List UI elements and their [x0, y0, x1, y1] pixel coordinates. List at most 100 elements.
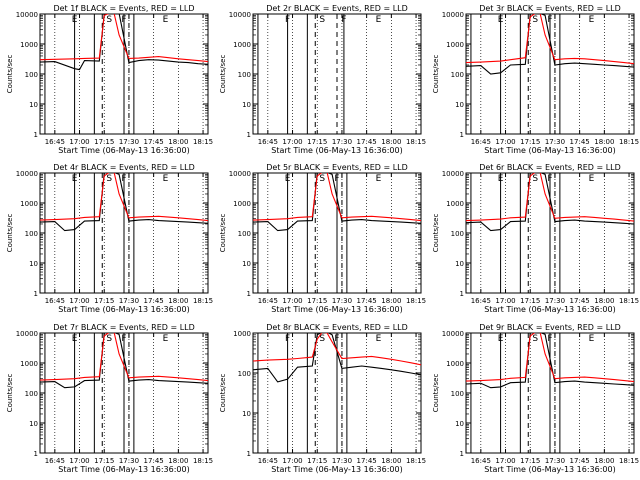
x-tick-label: 17:00: [282, 457, 302, 465]
x-axis-label: Start Time (06-May-13 16:36:00): [271, 305, 402, 314]
flare-marker-label: S: [106, 174, 112, 184]
x-tick-label: 18:15: [619, 138, 639, 146]
x-axis-label: Start Time (06-May-13 16:36:00): [58, 305, 189, 314]
interval-marker-label: E: [498, 174, 504, 184]
x-axis-label: Start Time (06-May-13 16:36:00): [484, 305, 615, 314]
y-axis-label: Counts/sec: [219, 374, 227, 413]
interval-marker-label: F: [121, 174, 126, 184]
x-tick-label: 16:45: [45, 138, 65, 146]
y-axis-label: Counts/sec: [6, 374, 14, 413]
x-tick-label: 16:45: [258, 297, 278, 305]
flare-marker-label: S: [319, 174, 325, 184]
x-tick-label: 18:15: [193, 138, 213, 146]
x-tick-label: 17:00: [69, 457, 89, 465]
y-tick-label: 100: [451, 390, 464, 398]
x-tick-label: 18:15: [406, 297, 426, 305]
interval-marker-label: S: [319, 15, 325, 25]
lld-series-line: [40, 173, 208, 222]
x-tick-label: 18:00: [594, 138, 614, 146]
y-tick-label: 100: [238, 230, 251, 238]
interval-marker-label: F: [547, 15, 552, 25]
x-tick-label: 17:15: [520, 297, 540, 305]
x-tick-label: 18:00: [381, 297, 401, 305]
x-axis-label: Start Time (06-May-13 16:36:00): [484, 465, 615, 474]
y-axis-label: Counts/sec: [219, 214, 227, 253]
x-axis-label: Start Time (06-May-13 16:36:00): [484, 146, 615, 155]
series-group: [40, 333, 208, 389]
chart-panel-6: Det 6r BLACK = Events, RED = LLD 1 10 100 10…: [432, 163, 639, 314]
x-tick-label: 18:15: [406, 457, 426, 465]
x-tick-label: 17:00: [282, 297, 302, 305]
chart-title: Det 6r BLACK = Events, RED = LLD: [479, 163, 621, 172]
chart-title: Det 8r BLACK = Events, RED = LLD: [266, 323, 408, 332]
lld-series-line: [466, 14, 634, 65]
events-series-line: [40, 333, 208, 389]
y-tick-label: 1000: [20, 360, 38, 368]
x-tick-label: 17:15: [307, 457, 327, 465]
y-tick-label: 10: [29, 420, 38, 428]
y-tick-label: 100: [238, 370, 251, 378]
events-series-line: [466, 173, 634, 232]
x-tick-label: 17:45: [357, 138, 377, 146]
lld-series-line: [40, 333, 208, 382]
y-tick-label: 100: [25, 71, 38, 79]
events-series-line: [253, 173, 421, 232]
x-tick-label: 17:45: [144, 457, 164, 465]
x-tick-label: 18:15: [619, 457, 639, 465]
x-axis-label: Start Time (06-May-13 16:36:00): [58, 146, 189, 155]
interval-marker-label: E: [376, 334, 382, 344]
interval-marker-label: E: [285, 174, 291, 184]
interval-marker-label: E: [163, 334, 169, 344]
chart-panel-3: Det 3r BLACK = Events, RED = LLD 1 10 100 10…: [432, 4, 639, 155]
y-tick-label: 100: [451, 230, 464, 238]
events-series-line: [40, 173, 208, 232]
y-tick-label: 1000: [20, 200, 38, 208]
y-tick-label: 10000: [229, 11, 251, 19]
x-tick-label: 17:30: [119, 297, 139, 305]
flare-marker-label: S: [319, 334, 325, 344]
lld-series-line: [466, 173, 634, 222]
chart-panel-7: Det 7r BLACK = Events, RED = LLD 1 10 100 10…: [6, 323, 213, 474]
x-tick-label: 18:00: [168, 138, 188, 146]
y-tick-label: 10: [242, 101, 251, 109]
interval-marker-label: E: [589, 334, 595, 344]
interval-marker-label: E: [163, 174, 169, 184]
chart-title: Det 9r BLACK = Events, RED = LLD: [479, 323, 621, 332]
chart-title: Det 1f BLACK = Events, RED = LLD: [53, 4, 194, 13]
y-axis-label: Counts/sec: [6, 214, 14, 253]
x-tick-label: 17:15: [520, 457, 540, 465]
y-tick-label: 10: [242, 410, 251, 418]
y-tick-label: 10: [29, 260, 38, 268]
chart-title: Det 2r BLACK = Events, RED = LLD: [266, 4, 408, 13]
series-group: [253, 173, 421, 232]
x-tick-label: 16:45: [471, 138, 491, 146]
y-tick-label: 1: [34, 450, 38, 458]
interval-marker-label: F: [285, 15, 290, 25]
x-tick-label: 17:30: [119, 138, 139, 146]
x-tick-label: 18:15: [406, 138, 426, 146]
y-tick-label: 10000: [442, 170, 464, 178]
series-group: [466, 14, 634, 75]
x-tick-label: 17:15: [307, 138, 327, 146]
x-tick-label: 17:30: [119, 457, 139, 465]
y-tick-label: 1: [247, 290, 251, 298]
interval-marker-label: E: [589, 15, 595, 25]
x-tick-label: 17:30: [332, 297, 352, 305]
series-group: [40, 173, 208, 232]
interval-marker-label: F: [121, 15, 126, 25]
x-tick-label: 18:00: [381, 138, 401, 146]
flare-marker-label: S: [532, 334, 538, 344]
x-tick-label: 16:45: [45, 297, 65, 305]
interval-marker-label: E: [163, 15, 169, 25]
y-tick-label: 100: [25, 390, 38, 398]
x-tick-label: 17:15: [94, 297, 114, 305]
x-tick-label: 18:00: [594, 297, 614, 305]
chart-panel-9: Det 9r BLACK = Events, RED = LLD 1 10 100 10…: [432, 323, 639, 474]
y-tick-label: 10: [455, 420, 464, 428]
y-tick-label: 1: [460, 450, 464, 458]
interval-marker-label: E: [72, 334, 78, 344]
events-series-line: [466, 14, 634, 75]
y-tick-label: 10000: [16, 330, 38, 338]
y-tick-label: 1: [460, 131, 464, 139]
